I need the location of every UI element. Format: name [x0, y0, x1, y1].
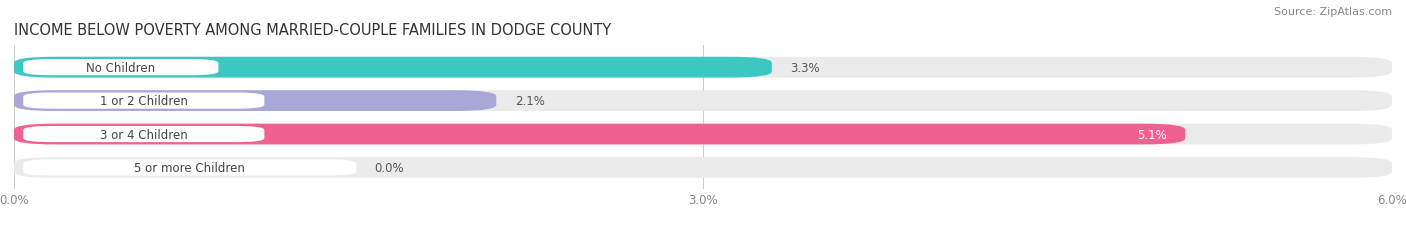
- FancyBboxPatch shape: [14, 58, 772, 78]
- FancyBboxPatch shape: [14, 124, 1185, 145]
- FancyBboxPatch shape: [14, 124, 1392, 145]
- FancyBboxPatch shape: [14, 91, 496, 112]
- Text: 5 or more Children: 5 or more Children: [135, 161, 245, 174]
- Text: 3 or 4 Children: 3 or 4 Children: [100, 128, 187, 141]
- FancyBboxPatch shape: [24, 160, 356, 176]
- FancyBboxPatch shape: [24, 93, 264, 109]
- FancyBboxPatch shape: [24, 126, 264, 143]
- FancyBboxPatch shape: [14, 58, 1392, 78]
- Text: 2.1%: 2.1%: [515, 95, 544, 108]
- Text: 1 or 2 Children: 1 or 2 Children: [100, 95, 188, 108]
- FancyBboxPatch shape: [14, 158, 1392, 178]
- Text: 0.0%: 0.0%: [374, 161, 405, 174]
- Text: 3.3%: 3.3%: [790, 61, 820, 74]
- Text: Source: ZipAtlas.com: Source: ZipAtlas.com: [1274, 7, 1392, 17]
- FancyBboxPatch shape: [14, 91, 1392, 112]
- Text: INCOME BELOW POVERTY AMONG MARRIED-COUPLE FAMILIES IN DODGE COUNTY: INCOME BELOW POVERTY AMONG MARRIED-COUPL…: [14, 23, 612, 38]
- Text: 5.1%: 5.1%: [1137, 128, 1167, 141]
- Text: No Children: No Children: [86, 61, 156, 74]
- FancyBboxPatch shape: [24, 60, 218, 76]
